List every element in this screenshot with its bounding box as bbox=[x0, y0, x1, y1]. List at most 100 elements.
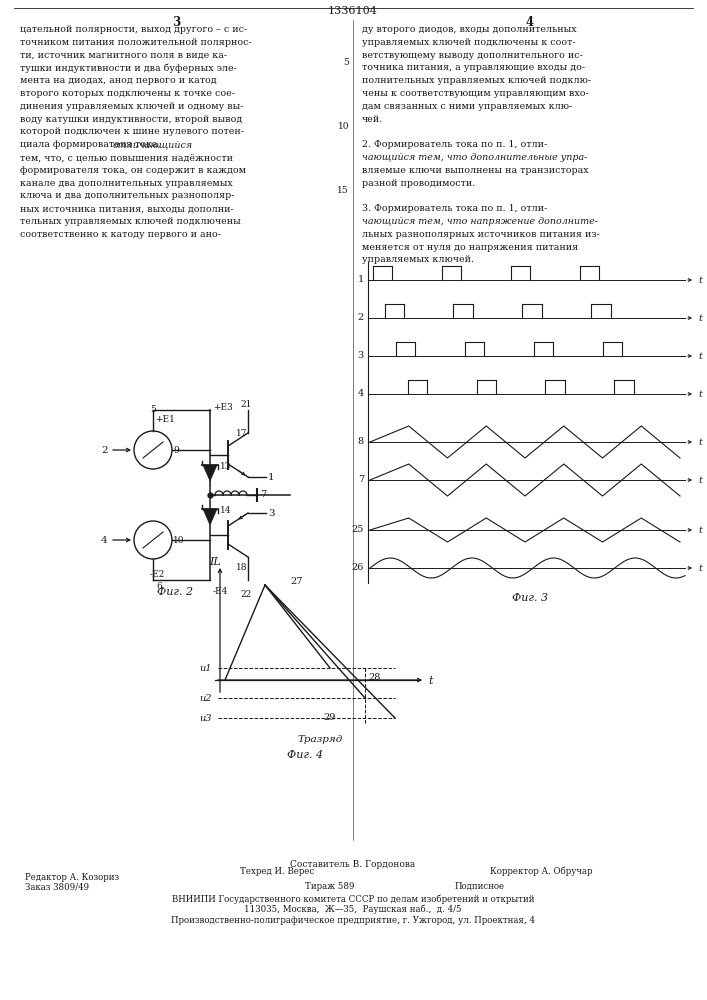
Text: t: t bbox=[698, 564, 702, 573]
Text: ключа и два дополнительных разнополяр-: ключа и два дополнительных разнополяр- bbox=[20, 191, 235, 200]
Text: 27: 27 bbox=[290, 577, 303, 586]
Text: 6: 6 bbox=[156, 582, 162, 591]
Text: полнительных управляемых ключей подклю-: полнительных управляемых ключей подклю- bbox=[362, 76, 591, 85]
Text: циала формирователя тока,: циала формирователя тока, bbox=[20, 140, 163, 149]
Text: воду катушки индуктивности, второй вывод: воду катушки индуктивности, второй вывод bbox=[20, 115, 243, 124]
Text: 4: 4 bbox=[101, 536, 107, 545]
Text: t: t bbox=[698, 276, 702, 285]
Text: Фиг. 2: Фиг. 2 bbox=[157, 587, 193, 597]
Text: t: t bbox=[428, 676, 433, 686]
Text: 1: 1 bbox=[268, 473, 274, 482]
Text: 10: 10 bbox=[337, 122, 349, 131]
Text: ду второго диодов, входы дополнительных: ду второго диодов, входы дополнительных bbox=[362, 25, 577, 34]
Text: точника питания, а управляющие входы до-: точника питания, а управляющие входы до- bbox=[362, 63, 585, 72]
Text: соответственно к катоду первого и ано-: соответственно к катоду первого и ано- bbox=[20, 230, 221, 239]
Text: тельных управляемых ключей подключены: тельных управляемых ключей подключены bbox=[20, 217, 241, 226]
Text: 5: 5 bbox=[150, 405, 156, 414]
Text: 7: 7 bbox=[358, 475, 364, 484]
Text: t: t bbox=[698, 390, 702, 399]
Polygon shape bbox=[203, 465, 217, 481]
Text: -E2: -E2 bbox=[150, 570, 165, 579]
Text: чей.: чей. bbox=[362, 115, 383, 124]
Text: 26: 26 bbox=[351, 563, 364, 572]
Text: t: t bbox=[698, 476, 702, 485]
Text: динения управляемых ключей и одному вы-: динения управляемых ключей и одному вы- bbox=[20, 102, 243, 111]
Text: 3. Формирователь тока по п. 1, отли-: 3. Формирователь тока по п. 1, отли- bbox=[362, 204, 547, 213]
Text: u1: u1 bbox=[199, 664, 212, 673]
Text: +E1: +E1 bbox=[155, 415, 175, 424]
Text: формирователя тока, он содержит в каждом: формирователя тока, он содержит в каждом bbox=[20, 166, 246, 175]
Polygon shape bbox=[203, 509, 217, 525]
Text: u2: u2 bbox=[199, 694, 212, 703]
Text: мента на диодах, анод первого и катод: мента на диодах, анод первого и катод bbox=[20, 76, 216, 85]
Text: меняется от нуля до напряжения питания: меняется от нуля до напряжения питания bbox=[362, 243, 578, 252]
Text: 1336104: 1336104 bbox=[328, 6, 378, 16]
Text: Корректор А. Обручар: Корректор А. Обручар bbox=[490, 867, 592, 876]
Text: 2: 2 bbox=[358, 313, 364, 322]
Text: 113035, Москва,  Ж—35,  Раушская наб.,  д. 4/5: 113035, Москва, Ж—35, Раушская наб., д. … bbox=[244, 905, 462, 914]
Text: Техред И. Верес: Техред И. Верес bbox=[240, 867, 314, 876]
Text: которой подключен к шине нулевого потен-: которой подключен к шине нулевого потен- bbox=[20, 127, 244, 136]
Text: 9: 9 bbox=[173, 446, 179, 455]
Text: 2. Формирователь тока по п. 1, отли-: 2. Формирователь тока по п. 1, отли- bbox=[362, 140, 547, 149]
Text: 29: 29 bbox=[323, 713, 335, 722]
Text: дам связанных с ними управляемых клю-: дам связанных с ними управляемых клю- bbox=[362, 102, 572, 111]
Text: t: t bbox=[698, 314, 702, 323]
Text: Tразряд: Tразряд bbox=[298, 735, 343, 744]
Text: 28: 28 bbox=[368, 673, 380, 682]
Text: Редактор А. Козориз: Редактор А. Козориз bbox=[25, 873, 119, 882]
Text: t: t bbox=[698, 438, 702, 447]
Text: 3: 3 bbox=[358, 351, 364, 360]
Text: управляемых ключей подключены к соот-: управляемых ключей подключены к соот- bbox=[362, 38, 575, 47]
Text: чающийся тем, что напряжение дополните-: чающийся тем, что напряжение дополните- bbox=[362, 217, 598, 226]
Text: 4: 4 bbox=[526, 16, 534, 29]
Text: 8: 8 bbox=[358, 437, 364, 446]
Text: u3: u3 bbox=[199, 714, 212, 723]
Text: IL: IL bbox=[209, 557, 221, 567]
Text: 1: 1 bbox=[358, 275, 364, 284]
Text: 15: 15 bbox=[337, 186, 349, 195]
Text: Фиг. 4: Фиг. 4 bbox=[287, 750, 323, 760]
Text: 25: 25 bbox=[351, 525, 364, 534]
Text: разной проводимости.: разной проводимости. bbox=[362, 179, 475, 188]
Text: Заказ 3809/49: Заказ 3809/49 bbox=[25, 882, 89, 891]
Text: Подписное: Подписное bbox=[455, 882, 505, 891]
Text: ти, источник магнитного поля в виде ка-: ти, источник магнитного поля в виде ка- bbox=[20, 51, 227, 60]
Text: точником питания положительной полярнос-: точником питания положительной полярнос- bbox=[20, 38, 252, 47]
Text: 5: 5 bbox=[343, 58, 349, 67]
Text: -E4: -E4 bbox=[213, 587, 228, 596]
Text: цательной полярности, выход другого – с ис-: цательной полярности, выход другого – с … bbox=[20, 25, 247, 34]
Text: чающийся тем, что дополнительные упра-: чающийся тем, что дополнительные упра- bbox=[362, 153, 588, 162]
Text: тушки индуктивности и два буферных эле-: тушки индуктивности и два буферных эле- bbox=[20, 63, 237, 73]
Text: Производственно-полиграфическое предприятие, г. Ужгород, ул. Проектная, 4: Производственно-полиграфическое предприя… bbox=[171, 916, 535, 925]
Text: чены к соответствующим управляющим вхо-: чены к соответствующим управляющим вхо- bbox=[362, 89, 589, 98]
Text: Тираж 589: Тираж 589 bbox=[305, 882, 354, 891]
Text: тем, что, с целью повышения надёжности: тем, что, с целью повышения надёжности bbox=[20, 153, 233, 162]
Text: 3: 3 bbox=[172, 16, 180, 29]
Text: Составитель В. Гордонова: Составитель В. Гордонова bbox=[291, 860, 416, 869]
Text: 17: 17 bbox=[236, 429, 247, 438]
Text: 7: 7 bbox=[260, 490, 267, 499]
Text: t: t bbox=[698, 352, 702, 361]
Text: Фиг. 3: Фиг. 3 bbox=[512, 593, 548, 603]
Text: отличающийся: отличающийся bbox=[112, 140, 192, 149]
Text: 14: 14 bbox=[220, 506, 231, 515]
Text: 21: 21 bbox=[240, 400, 252, 409]
Text: ных источника питания, выходы дополни-: ных источника питания, выходы дополни- bbox=[20, 204, 234, 213]
Text: 2: 2 bbox=[101, 446, 107, 455]
Text: второго которых подключены к точке сое-: второго которых подключены к точке сое- bbox=[20, 89, 235, 98]
Text: канале два дополнительных управляемых: канале два дополнительных управляемых bbox=[20, 179, 233, 188]
Text: 13: 13 bbox=[220, 462, 231, 471]
Text: вляемые ключи выполнены на транзисторах: вляемые ключи выполнены на транзисторах bbox=[362, 166, 589, 175]
Text: льных разнополярных источников питания из-: льных разнополярных источников питания и… bbox=[362, 230, 600, 239]
Text: t: t bbox=[698, 526, 702, 535]
Text: управляемых ключей.: управляемых ключей. bbox=[362, 255, 474, 264]
Text: ВНИИПИ Государственного комитета СССР по делам изобретений и открытий: ВНИИПИ Государственного комитета СССР по… bbox=[172, 894, 534, 904]
Text: +E3: +E3 bbox=[213, 403, 233, 412]
Text: 10: 10 bbox=[173, 536, 185, 545]
Text: 18: 18 bbox=[236, 563, 247, 572]
Text: 22: 22 bbox=[240, 590, 251, 599]
Text: ветствующему выводу дополнительного ис-: ветствующему выводу дополнительного ис- bbox=[362, 51, 583, 60]
Text: 4: 4 bbox=[358, 389, 364, 398]
Text: 3: 3 bbox=[268, 509, 274, 518]
